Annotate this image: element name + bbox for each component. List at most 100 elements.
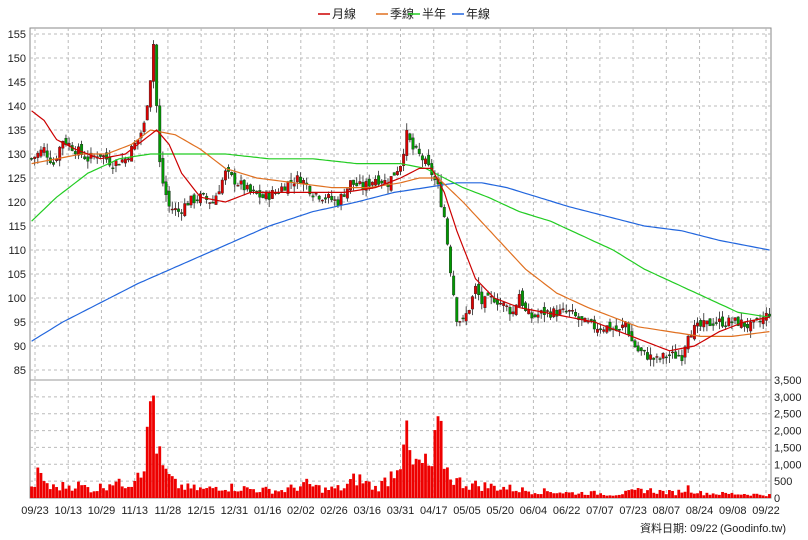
volume-bar <box>627 490 631 498</box>
date-tick-label: 06/22 <box>553 505 581 517</box>
volume-bar <box>277 491 280 498</box>
volume-bar <box>455 478 459 498</box>
volume-bar <box>692 493 696 498</box>
volume-bar <box>139 477 143 498</box>
candle-body <box>464 313 468 322</box>
volume-bar <box>377 491 381 498</box>
volume-bar <box>173 478 177 498</box>
candle-body <box>717 318 721 322</box>
candle-body <box>192 194 196 204</box>
candle-body <box>83 156 87 160</box>
candle-body <box>317 195 321 200</box>
candle-body <box>696 322 699 327</box>
candle-body <box>399 166 402 172</box>
volume-tick-label: 1,500 <box>774 442 802 454</box>
volume-bar <box>233 491 237 498</box>
candle-body <box>195 199 199 202</box>
candle-body <box>708 318 712 327</box>
price-tick-label: 145 <box>8 77 26 89</box>
candle-body <box>186 203 190 206</box>
candle-body <box>61 140 65 149</box>
volume-bar <box>486 488 490 498</box>
volume-bar <box>477 486 481 498</box>
candle-body <box>689 335 693 338</box>
candle-body <box>545 310 549 312</box>
volume-bar <box>36 467 40 498</box>
price-tick-label: 150 <box>8 53 26 65</box>
volume-bar <box>308 484 312 498</box>
price-tick-label: 130 <box>8 149 26 161</box>
date-tick-label: 07/23 <box>619 505 647 517</box>
candle-body <box>458 321 462 323</box>
volume-bar <box>98 483 102 498</box>
volume-bar <box>630 489 634 498</box>
volume-bar <box>768 494 771 498</box>
candle-body <box>336 199 340 207</box>
volume-bar <box>592 490 596 498</box>
candle-body <box>445 218 449 245</box>
volume-bar <box>730 492 734 498</box>
date-tick-label: 08/07 <box>653 505 681 517</box>
candle-body <box>252 189 256 192</box>
volume-bar <box>152 395 155 498</box>
volume-bar <box>552 493 556 498</box>
ma-yearly-line <box>31 182 770 342</box>
candle-body <box>180 212 184 214</box>
candle-body <box>130 145 134 162</box>
volume-bar <box>677 489 681 498</box>
volume-bar <box>361 483 365 498</box>
volume-bar <box>158 446 162 498</box>
volume-bar <box>258 492 262 498</box>
volume-bar <box>680 492 684 498</box>
volume-bar <box>89 492 93 498</box>
price-tick-label: 115 <box>8 221 26 233</box>
volume-bar <box>511 491 515 498</box>
price-tick-label: 125 <box>8 173 26 185</box>
price-tick-label: 110 <box>8 245 26 257</box>
volume-bar <box>255 492 259 498</box>
volume-bar <box>367 481 371 498</box>
volume-bar <box>452 484 456 498</box>
volume-bar <box>449 479 452 498</box>
volume-bar <box>211 488 215 498</box>
volume-bar <box>483 482 487 498</box>
volume-bar <box>142 471 146 498</box>
volume-bar <box>539 494 543 498</box>
volume-bar <box>77 481 80 498</box>
volume-bar <box>264 486 268 498</box>
volume-bar <box>758 494 762 498</box>
candle-body <box>417 148 421 154</box>
volume-bar <box>508 484 512 498</box>
candle-body <box>767 313 771 317</box>
candle-body <box>164 181 168 196</box>
candle-body <box>414 145 418 148</box>
date-tick-label: 05/05 <box>453 505 481 517</box>
candle-body <box>298 176 302 184</box>
candle-body <box>617 329 621 331</box>
candle-body <box>461 317 465 320</box>
candle-body <box>345 188 349 199</box>
volume-bar <box>402 444 406 498</box>
volume-bar <box>311 486 315 498</box>
candle-body <box>520 290 524 306</box>
candle-body <box>352 179 356 185</box>
candle-body <box>80 143 84 155</box>
candle-body <box>370 181 374 186</box>
volume-bar <box>577 493 581 498</box>
volume-bar <box>355 485 359 498</box>
volume-bar <box>39 472 43 498</box>
volume-bar <box>739 494 743 498</box>
candle-body <box>324 197 327 200</box>
volume-bar <box>58 490 62 498</box>
volume-bar <box>755 493 759 498</box>
volume-bar <box>480 490 484 498</box>
volume-bar <box>546 491 549 498</box>
candle-body <box>233 172 237 185</box>
volume-bar <box>145 426 149 498</box>
volume-bar <box>345 483 349 498</box>
candle-body <box>120 159 124 163</box>
volume-bar <box>608 495 612 498</box>
candle-body <box>508 307 512 315</box>
volume-bar <box>317 485 321 498</box>
candle-body <box>239 180 243 185</box>
